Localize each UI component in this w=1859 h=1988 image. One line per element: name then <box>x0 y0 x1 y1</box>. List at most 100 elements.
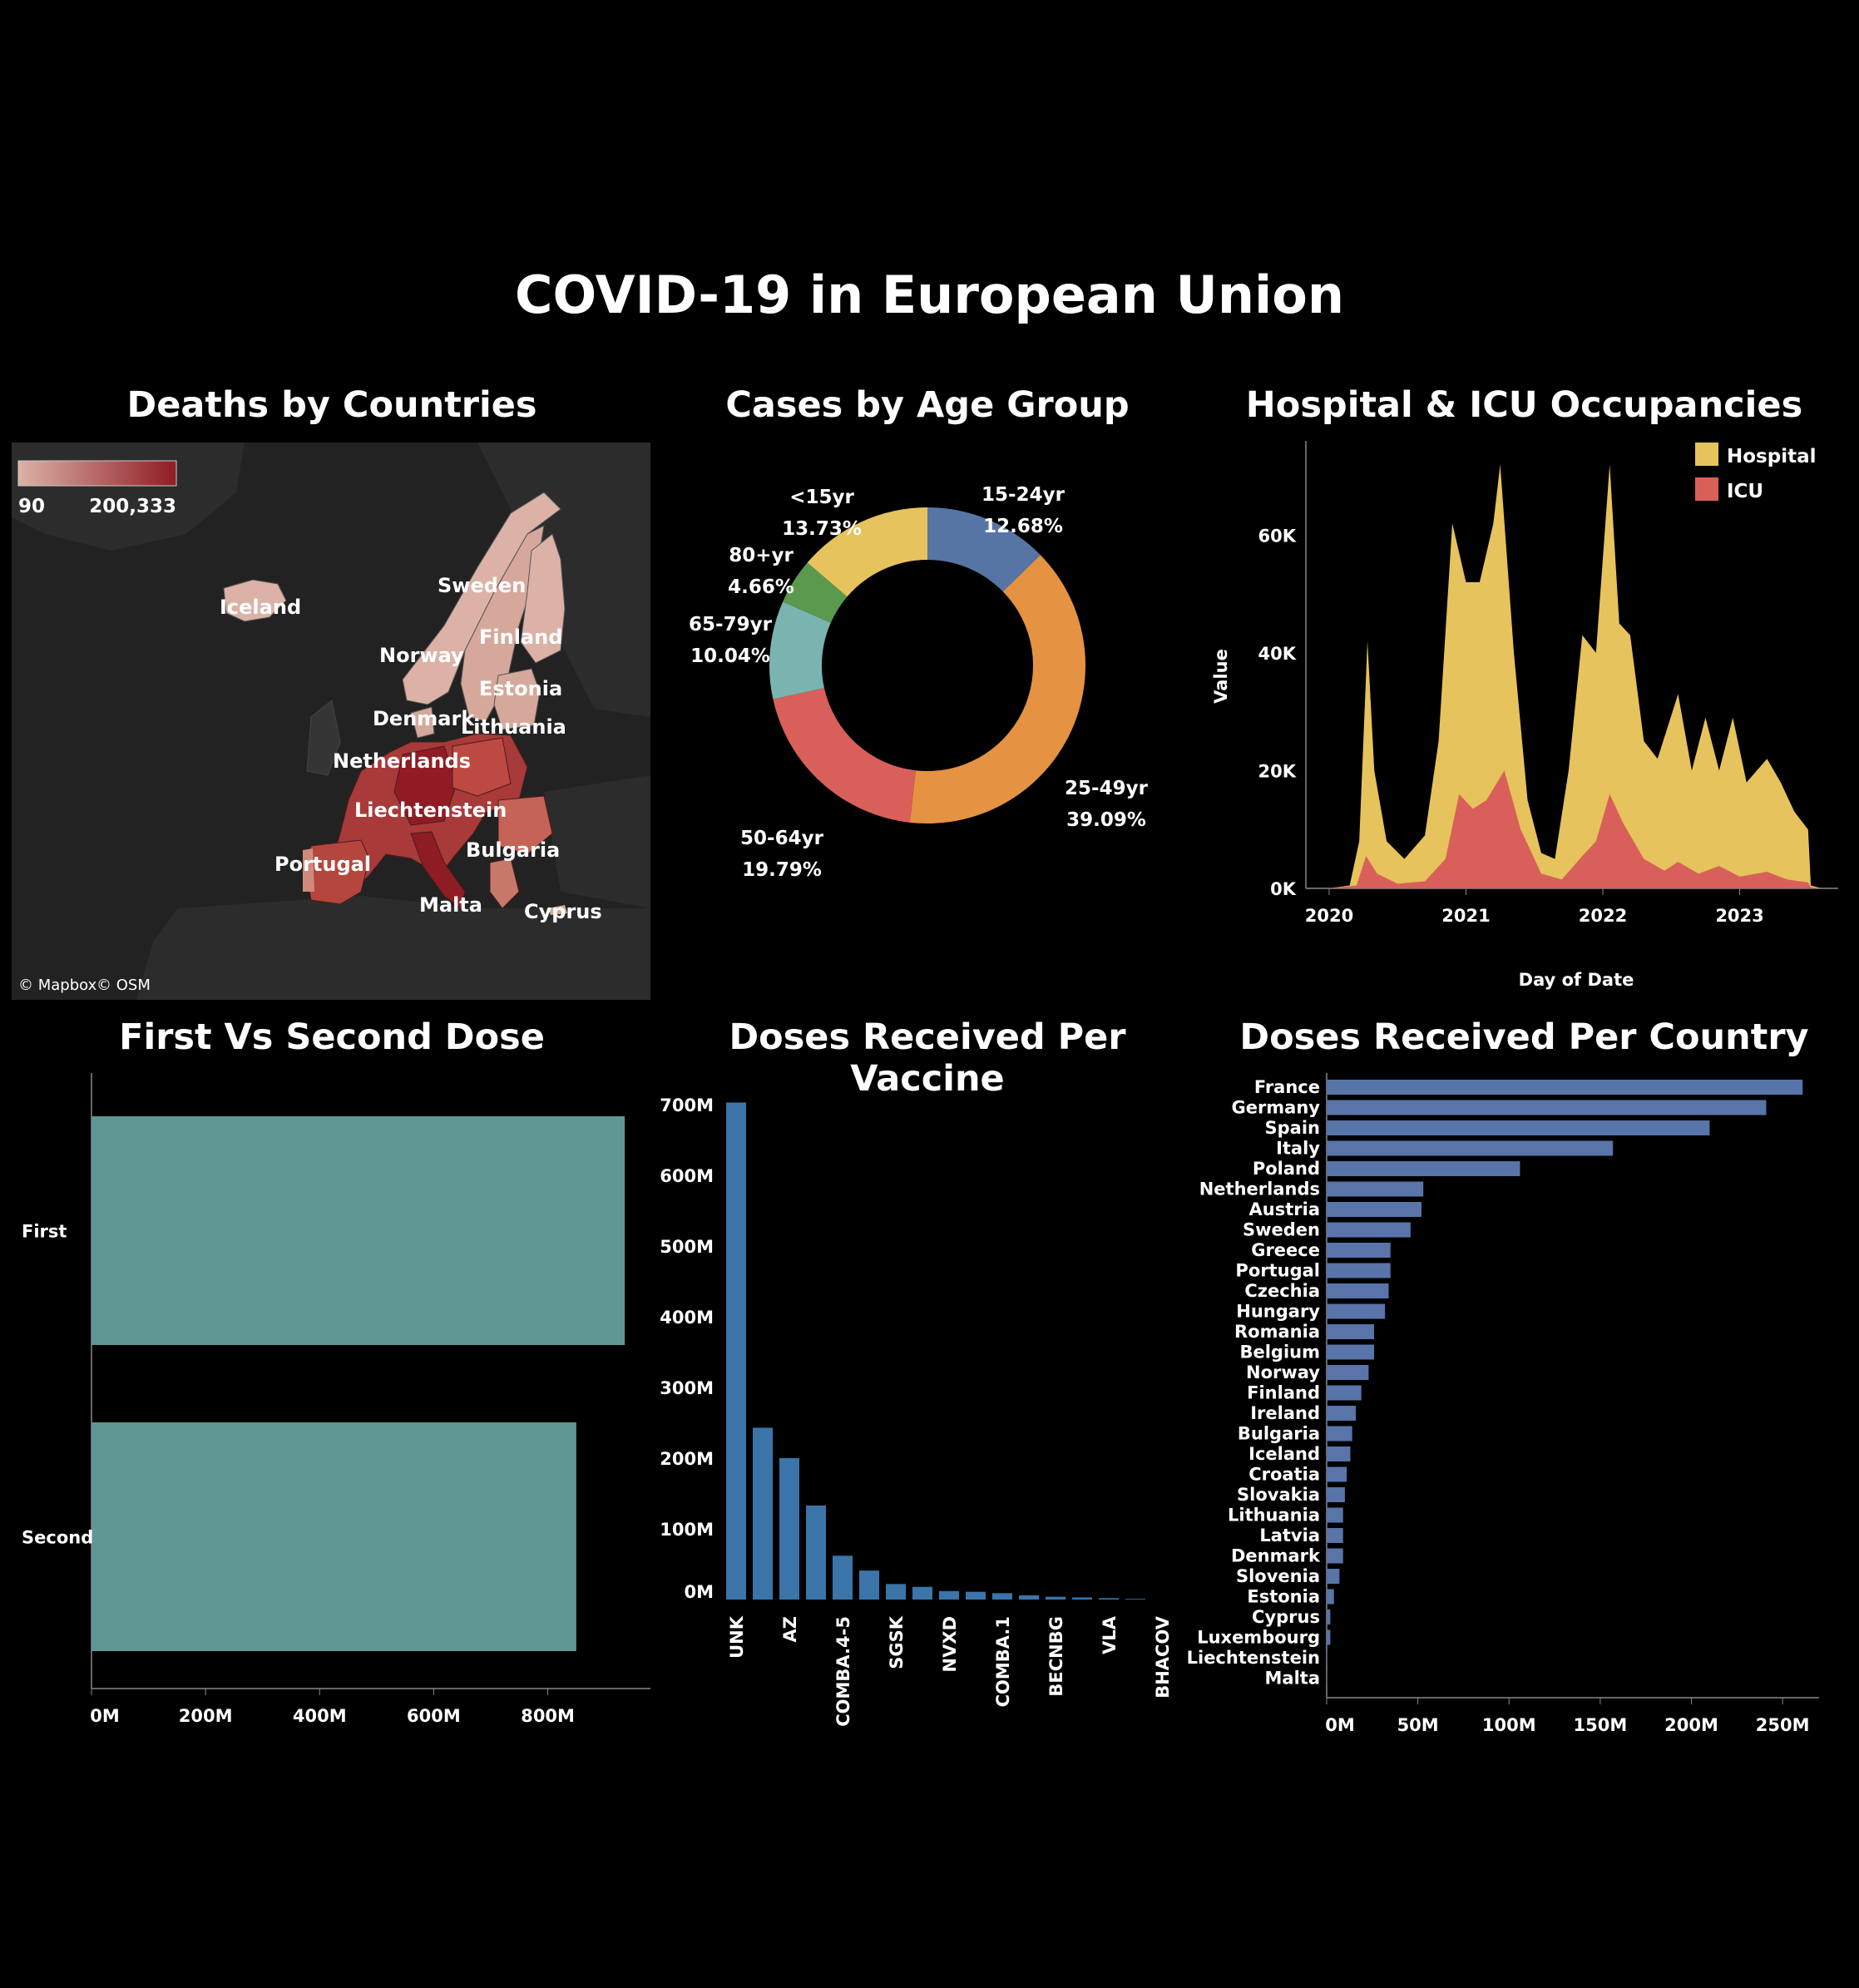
vaccine-category-comba-1: COMBA.1 <box>993 1616 1013 1707</box>
donut-slice-5 <box>807 507 927 597</box>
vaccine-bar-12 <box>1046 1596 1065 1600</box>
country-label-greece: Greece <box>1251 1240 1320 1260</box>
donut-label-1: 25-49yr <box>1065 778 1149 799</box>
hosp-legend-swatch-0 <box>1695 443 1718 466</box>
donut-slice-2 <box>773 688 916 823</box>
country-label-denmark: Denmark <box>1231 1546 1321 1566</box>
vaccine-category-nvxd: NVXD <box>940 1616 960 1672</box>
vaccine-ytick-2: 200M <box>660 1449 714 1469</box>
sweden-shape[interactable] <box>460 525 545 722</box>
country-bar-austria <box>1327 1202 1422 1217</box>
hosp-xtick-1: 2021 <box>1441 906 1490 926</box>
vaccine-bar-13 <box>1072 1597 1092 1600</box>
iceland-shape[interactable] <box>223 579 287 622</box>
country-label-liechtenstein: Liechtenstein <box>1187 1648 1320 1668</box>
vaccine-bar-14 <box>1099 1598 1119 1600</box>
finland-shape[interactable] <box>520 533 566 664</box>
hospital-panel-title: Hospital & ICU Occupancies <box>1245 384 1803 426</box>
country-xtick-5: 250M <box>1756 1715 1810 1735</box>
map-attribution-osm[interactable]: © OSM <box>96 977 151 994</box>
map-label-malta: Malta <box>419 893 482 917</box>
country-bar-norway <box>1327 1365 1369 1380</box>
vaccine-ytick-3: 300M <box>660 1378 714 1398</box>
map-label-iceland: Iceland <box>220 596 301 619</box>
map-label-cyprus: Cyprus <box>524 900 602 923</box>
country-xtick-2: 100M <box>1482 1715 1536 1735</box>
deaths-panel-title: Deaths by Countries <box>126 384 537 426</box>
country-label-slovenia: Slovenia <box>1236 1566 1320 1586</box>
country-xtick-1: 50M <box>1397 1715 1439 1735</box>
hospital-area-chart[interactable]: 0K 20K 40K 60K 2020 2021 2022 2023 Day of Date Va… <box>1198 441 1859 998</box>
map-label-liechtenstein: Liechtenstein <box>354 799 507 822</box>
dose-bar-second <box>91 1422 576 1651</box>
hosp-xlabel: Day of Date <box>1519 970 1634 990</box>
vaccine-bar-9 <box>966 1591 986 1600</box>
age-panel-title: Cases by Age Group <box>725 384 1130 426</box>
country-bar-hungary <box>1327 1303 1386 1319</box>
hosp-legend-label-1: ICU <box>1727 481 1763 502</box>
country-bar-sweden <box>1327 1222 1411 1238</box>
vaccine-bar-15 <box>1125 1599 1145 1600</box>
map-label-bulgaria: Bulgaria <box>466 838 560 862</box>
country-bar-germany <box>1327 1100 1767 1115</box>
vaccine-ytick-4: 400M <box>660 1308 714 1328</box>
dose-category-second: Second <box>22 1528 93 1548</box>
country-bar-estonia <box>1327 1589 1334 1605</box>
country-bar-france <box>1327 1080 1803 1095</box>
deaths-map[interactable]: 90 200,333 Iceland Sweden Finland Norway… <box>12 443 650 1000</box>
country-label-iceland: Iceland <box>1248 1444 1320 1464</box>
hosp-xtick-3: 2023 <box>1715 906 1763 926</box>
vaccine-bar-1 <box>753 1427 773 1600</box>
baltics-shape[interactable] <box>493 668 541 730</box>
country-bar-portugal <box>1327 1263 1391 1278</box>
donut-slice-1 <box>909 555 1085 823</box>
donut-label-0: 15-24yr <box>981 484 1065 506</box>
map-legend-max: 200,333 <box>89 496 176 517</box>
country-bar-belgium <box>1327 1344 1375 1360</box>
vaccine-ytick-0: 0M <box>684 1582 714 1602</box>
country-label-lithuania: Lithuania <box>1228 1506 1320 1526</box>
country-bar-lithuania <box>1327 1507 1343 1523</box>
hosp-ytick-2: 40K <box>1258 644 1297 664</box>
vaccine-category-becnbg: BECNBG <box>1046 1616 1066 1697</box>
hosp-ylabel: Value <box>1211 649 1231 704</box>
country-label-luxembourg: Luxembourg <box>1197 1628 1320 1648</box>
country-label-finland: Finland <box>1247 1383 1320 1403</box>
age-donut-chart[interactable]: 15-24yr 12.68% 25-49yr 39.09% 50-64yr 19.79% 6… <box>657 466 1198 898</box>
vaccine-bar-7 <box>912 1586 932 1600</box>
dose-panel-title: First Vs Second Dose <box>119 1016 545 1058</box>
country-xtick-0: 0M <box>1325 1715 1355 1735</box>
country-label-malta: Malta <box>1265 1669 1320 1689</box>
map-label-sweden: Sweden <box>438 574 526 597</box>
country-label-norway: Norway <box>1246 1362 1320 1382</box>
country-bar-chart[interactable]: FranceGermanySpainItalyPolandNetherlands… <box>1187 1073 1859 1747</box>
country-bar-greece <box>1327 1243 1391 1258</box>
donut-label-5: <15yr <box>789 487 854 508</box>
vaccine-bar-10 <box>992 1593 1012 1600</box>
country-label-cyprus: Cyprus <box>1252 1607 1320 1627</box>
donut-slice-4 <box>783 562 848 623</box>
country-bar-denmark <box>1327 1548 1343 1564</box>
country-bar-croatia <box>1327 1466 1347 1482</box>
vaccine-ytick-6: 600M <box>660 1166 714 1186</box>
dose-bar-chart[interactable]: First Second 0M 200M 400M 600M 800M <box>0 1073 657 1747</box>
dose-bar-first <box>91 1116 625 1345</box>
map-label-estonia: Estonia <box>479 677 562 700</box>
country-label-austria: Austria <box>1249 1199 1320 1219</box>
dose-xtick-0: 0M <box>90 1706 120 1726</box>
map-attribution-mapbox[interactable]: © Mapbox <box>18 977 97 994</box>
country-bar-czechia <box>1327 1283 1389 1298</box>
hosp-ytick-1: 20K <box>1258 761 1297 781</box>
country-bar-romania <box>1327 1324 1375 1339</box>
donut-pct-3: 10.04% <box>690 645 770 667</box>
country-bar-bulgaria <box>1327 1426 1352 1442</box>
dashboard-title: COVID-19 in European Union <box>515 265 1344 325</box>
country-bar-latvia <box>1327 1528 1343 1543</box>
country-bar-finland <box>1327 1385 1362 1401</box>
country-label-germany: Germany <box>1231 1098 1320 1118</box>
vaccine-bar-chart[interactable]: 0M 100M 200M 300M 400M 500M 600M 700M UNK AZ COMBA… <box>657 1073 1198 1730</box>
vaccine-category-sgsk: SGSK <box>887 1615 907 1669</box>
vaccine-category-comba-4-5: COMBA.4-5 <box>833 1616 853 1727</box>
vaccine-ytick-1: 100M <box>660 1520 714 1540</box>
vaccine-bar-5 <box>859 1570 879 1600</box>
